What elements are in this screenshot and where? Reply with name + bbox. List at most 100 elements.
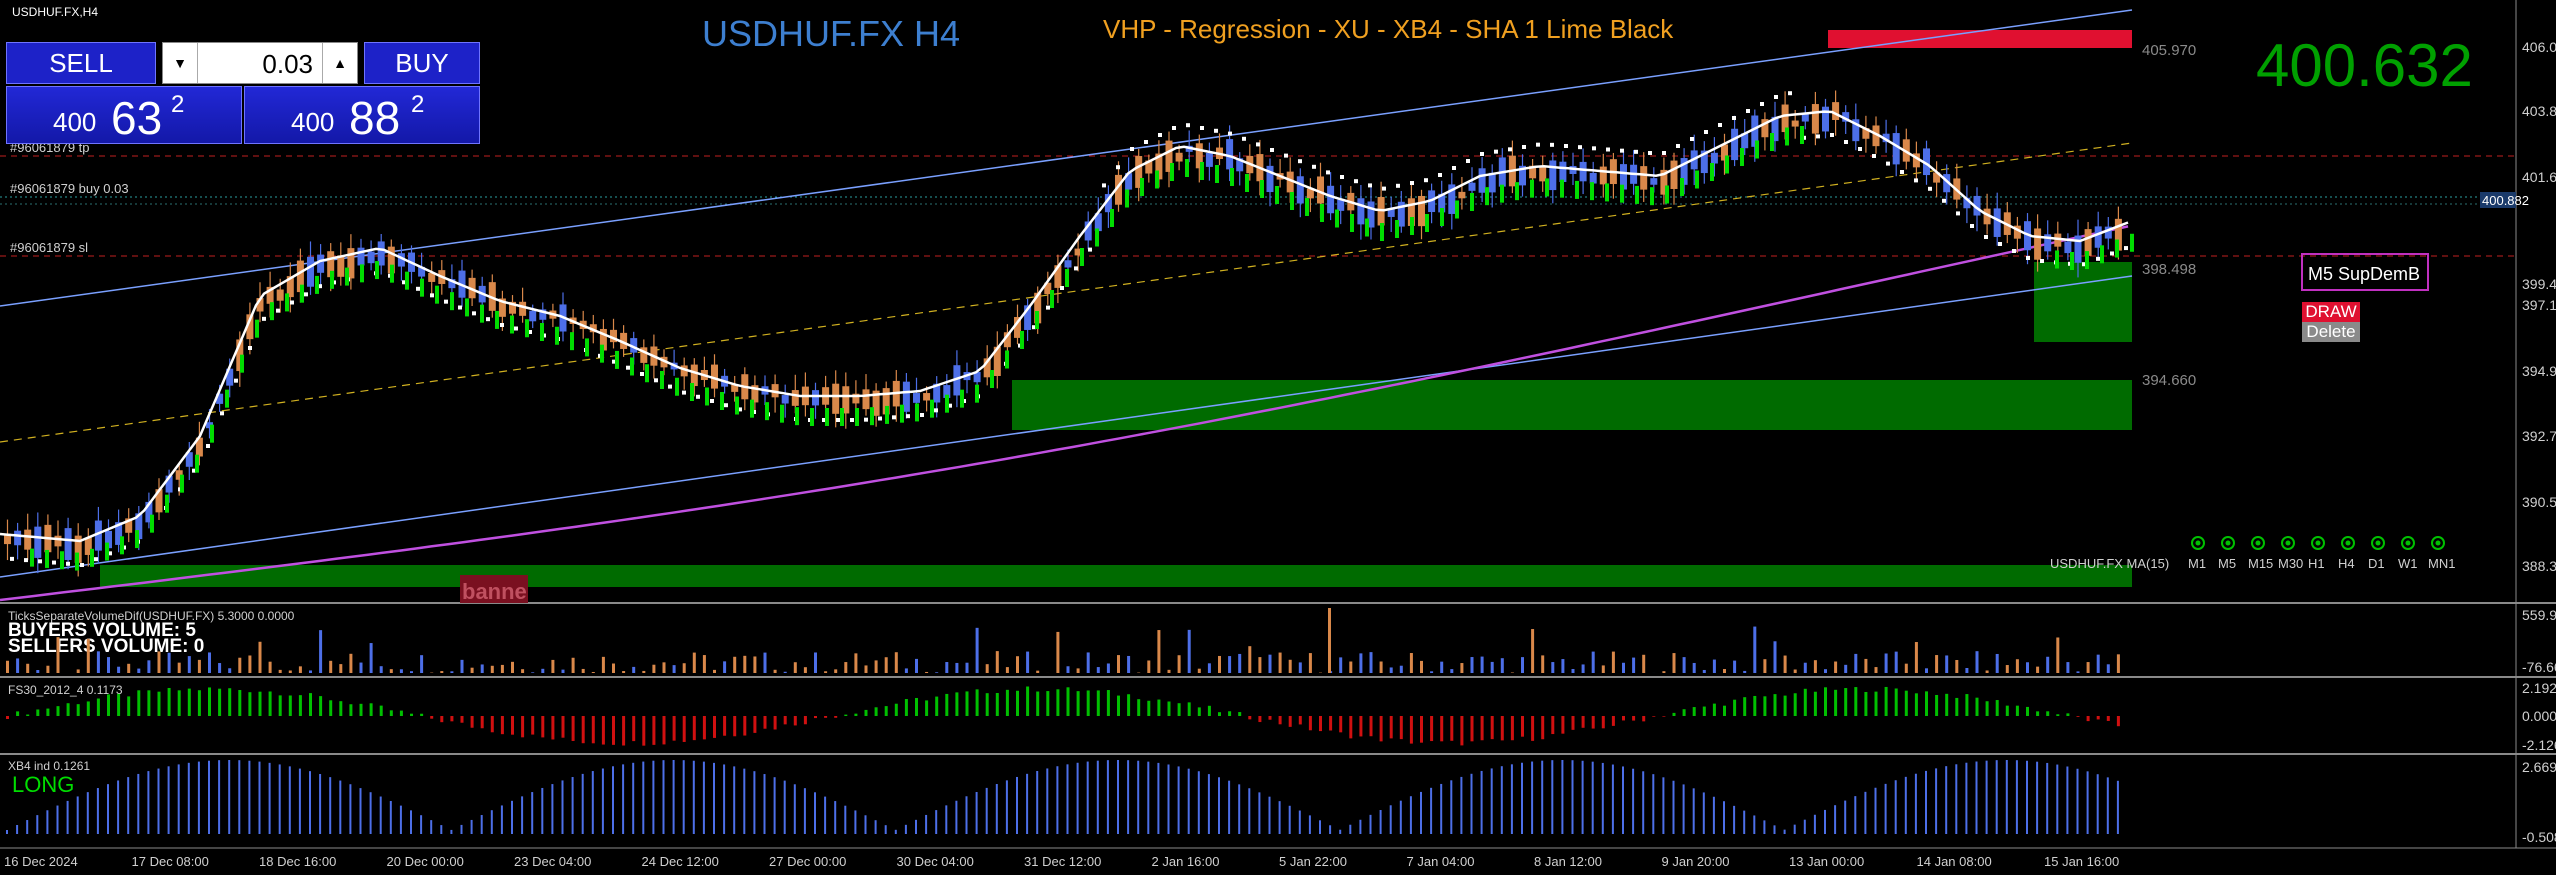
xb4-bar: [399, 805, 402, 834]
trail-dot: [2110, 251, 2114, 256]
volume-axis-label: 559.965: [2522, 607, 2556, 623]
fs-bar: [1773, 694, 1777, 716]
volume-bar: [1147, 660, 1151, 673]
volume-bar: [268, 661, 272, 673]
lot-decrease-icon[interactable]: ▼: [163, 43, 198, 83]
xb4-bar: [1601, 762, 1604, 834]
demand-zone-bottom[interactable]: [100, 565, 2132, 587]
xb4-bar: [1137, 760, 1140, 834]
fs-bar: [228, 688, 232, 716]
xb4-bar: [1510, 764, 1513, 834]
timeframe-label: MN1: [2428, 556, 2455, 571]
fs-bar: [1369, 716, 1373, 737]
xb4-bar: [309, 771, 311, 834]
trail-dot: [1410, 181, 1414, 185]
candle-body: [1034, 292, 1042, 324]
volume-bar: [76, 669, 80, 673]
xb4-bar: [1894, 780, 1897, 834]
trail-dot: [192, 468, 196, 473]
volume-bar: [208, 652, 211, 673]
candle-body: [1448, 184, 1456, 214]
fs-bar: [904, 699, 908, 716]
ask-price-button[interactable]: 400 88 2: [244, 86, 480, 144]
regression-mid[interactable]: [0, 142, 2133, 443]
fs-bar: [1440, 716, 1444, 742]
trail-dot: [710, 399, 714, 403]
trail-dot: [52, 560, 56, 565]
lot-increase-icon[interactable]: ▲: [322, 43, 357, 83]
volume-bar: [2036, 666, 2040, 673]
fs-bar: [1349, 716, 1353, 739]
fs-bar: [1945, 693, 1949, 716]
fs-bar: [1016, 690, 1019, 716]
lot-size-value[interactable]: 0.03: [262, 49, 313, 79]
xb4-bar: [561, 780, 564, 834]
volume-bar: [854, 653, 858, 673]
moving-average[interactable]: [0, 225, 2129, 602]
chart-title: USDHUF.FX H4: [702, 13, 960, 54]
trail-dot: [850, 418, 854, 422]
fs-bar: [96, 698, 100, 716]
lime-bar: [270, 302, 274, 321]
volume-bar: [1955, 659, 1959, 673]
regression-upper[interactable]: [0, 9, 2133, 307]
fs-bar: [1743, 697, 1747, 716]
xb4-bar: [1056, 766, 1059, 834]
xb4-bar: [1571, 760, 1574, 834]
supply-zone[interactable]: [1828, 30, 2132, 48]
candle-body: [165, 475, 173, 493]
fs-bar: [692, 716, 696, 741]
xb4-bar: [1036, 771, 1039, 834]
volume-bar: [490, 665, 494, 673]
xb4-bar: [1076, 762, 1079, 834]
fs-bar: [420, 713, 424, 716]
demand-zone-small[interactable]: [2034, 262, 2132, 342]
bid-price-main: 63: [111, 92, 163, 144]
candle-body: [519, 301, 527, 316]
volume-bar: [1622, 662, 1625, 673]
xb4-bar: [56, 805, 59, 834]
lot-size-field[interactable]: ▼ 0.03 ▲: [162, 42, 358, 84]
draw-button[interactable]: DRAW: [2302, 302, 2360, 322]
volume-bar: [1026, 651, 1030, 673]
buy-button[interactable]: BUY: [364, 42, 480, 84]
regression-lower[interactable]: [0, 275, 2133, 578]
fs-bar: [2015, 705, 2019, 716]
mtf-label: USDHUF.FX MA(15): [2050, 556, 2169, 571]
fs-bar: [329, 700, 333, 716]
xb4-bar: [1611, 764, 1614, 834]
fs-bar: [248, 692, 252, 716]
supdem-box[interactable]: [2301, 253, 2429, 291]
sell-button[interactable]: SELL: [6, 42, 156, 84]
volume-bar: [1874, 667, 1878, 673]
volume-bar: [894, 652, 898, 673]
volume-bar: [702, 655, 706, 673]
fs-bar: [500, 716, 504, 735]
lime-bar: [1590, 182, 1594, 201]
xb4-bar: [1470, 773, 1473, 834]
fs-bar: [1480, 716, 1484, 741]
candle-body: [1397, 201, 1405, 227]
timeframe-status-icon: [2375, 540, 2381, 546]
fs-bar: [541, 716, 545, 738]
xb4-bar: [1187, 768, 1190, 834]
volume-bar: [46, 665, 50, 673]
candle-body: [1407, 198, 1415, 226]
demand-zone[interactable]: [1012, 380, 2132, 430]
fs-bar: [884, 706, 888, 716]
fs-bar: [1541, 716, 1545, 740]
candle-body: [1094, 213, 1102, 232]
volume-bar: [1218, 655, 1221, 673]
lime-bar: [2115, 239, 2119, 258]
fs-bar: [844, 714, 848, 716]
volume-bar: [763, 652, 767, 673]
fs-bar: [1642, 716, 1646, 722]
trail-dot: [1732, 116, 1736, 120]
fs-bar: [662, 716, 666, 745]
smoothed-line[interactable]: [0, 110, 2129, 543]
trail-dot: [1396, 183, 1400, 188]
bid-price-button[interactable]: 400 63 2: [6, 86, 242, 144]
fs-bar: [581, 716, 585, 744]
delete-button[interactable]: Delete: [2302, 322, 2360, 342]
lime-bar: [510, 315, 514, 334]
